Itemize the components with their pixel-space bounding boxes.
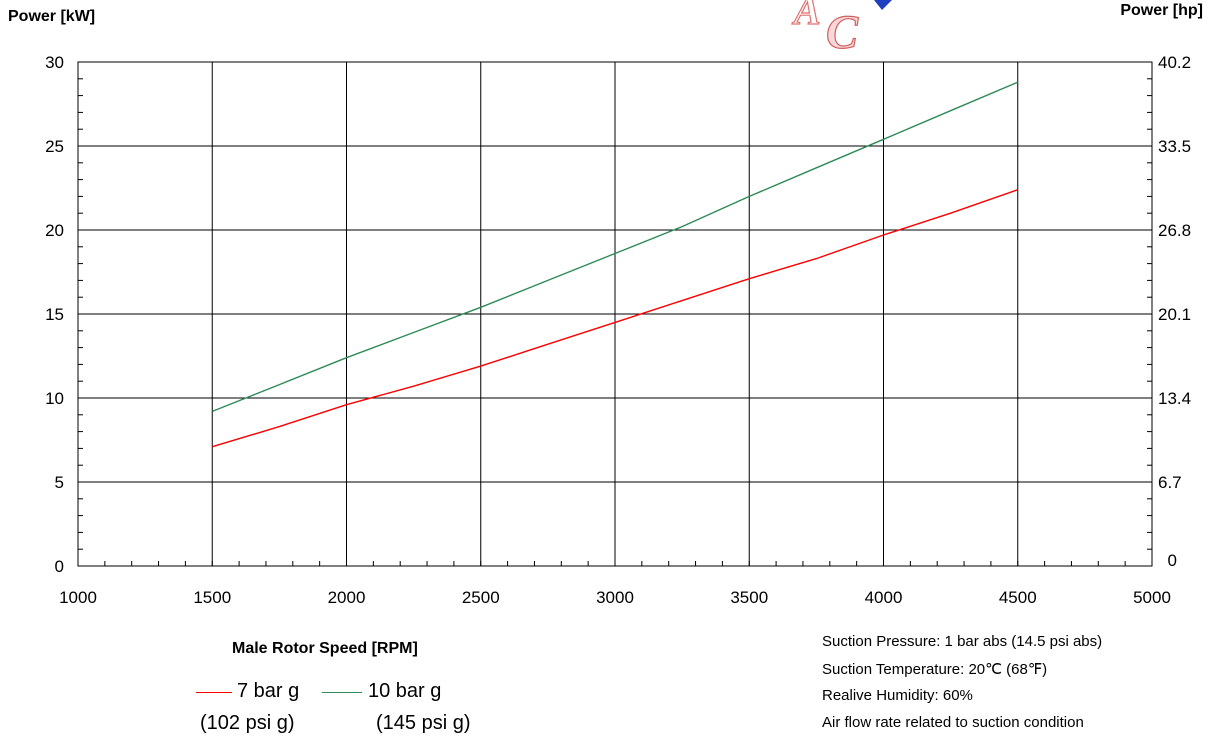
y-right-tick-label: 33.5 [1158,137,1191,156]
y-right-tick-label: 26.8 [1158,221,1191,240]
x-tick-label: 3000 [596,588,634,607]
x-tick-label: 4000 [865,588,903,607]
svg-text:A: A [791,0,821,33]
svg-text:C: C [826,6,859,55]
y-left-tick-label: 10 [45,389,64,408]
x-tick-labels: 1000 1500 2000 2500 3000 3500 4000 4500 5000 [59,588,1171,607]
series-layer [212,81,1019,448]
suction-pressure-note: Suction Pressure: 1 bar abs (14.5 psi ab… [822,633,1103,650]
legend-7-bar-label: 7 bar g [237,680,300,702]
x-tick-label: 2000 [328,588,366,607]
y-left-tick-label: 25 [45,137,64,156]
x-tick-label: 1500 [193,588,231,607]
y-right-tick-label: 6.7 [1158,473,1182,492]
series-line-7-bar [212,189,1019,448]
legend-10-bar-psi: (145 psi g) [376,712,471,734]
legend-7-bar-psi: (102 psi g) [200,712,295,734]
y-axis-right-title: Power [hp] [1120,2,1203,19]
air-flow-note: Air flow rate related to suction conditi… [822,714,1084,731]
x-tick-label: 3500 [730,588,768,607]
legend-7-bar-line [196,692,232,693]
logo: A C [786,0,896,60]
y-left-tick-label: 30 [45,53,64,72]
y-right-tick-label: 40.2 [1158,53,1191,72]
y-left-tick-label: 15 [45,305,64,324]
y-left-tick-labels: 0 5 10 15 20 25 30 [45,53,64,576]
y-left-tick-label: 0 [55,557,64,576]
y-right-tick-labels: 0 6.7 13.4 20.1 26.8 33.5 40.2 [1158,53,1191,570]
x-axis-title: Male Rotor Speed [RPM] [232,640,418,657]
y-axis-left-title: Power [kW] [8,8,96,25]
y-left-tick-label: 20 [45,221,64,240]
y-right-tick-label: 13.4 [1158,389,1191,408]
legend-10-bar-label: 10 bar g [368,680,442,702]
x-tick-label: 2500 [462,588,500,607]
x-tick-label: 1000 [59,588,97,607]
ac-logo-icon: A C [790,0,892,60]
x-tick-label: 5000 [1133,588,1171,607]
humidity-note: Realive Humidity: 60% [822,687,973,704]
suction-temperature-note: Suction Temperature: 20℃ (68℉) [822,661,1048,678]
plot-frame [77,61,1153,567]
grid [78,62,1152,566]
legend-10-bar-line [322,692,362,693]
series-line-10-bar [212,81,1019,413]
y-left-tick-label: 5 [55,473,64,492]
x-tick-label: 4500 [999,588,1037,607]
y-right-tick-label: 0 [1158,551,1177,570]
y-right-tick-label: 20.1 [1158,305,1191,324]
